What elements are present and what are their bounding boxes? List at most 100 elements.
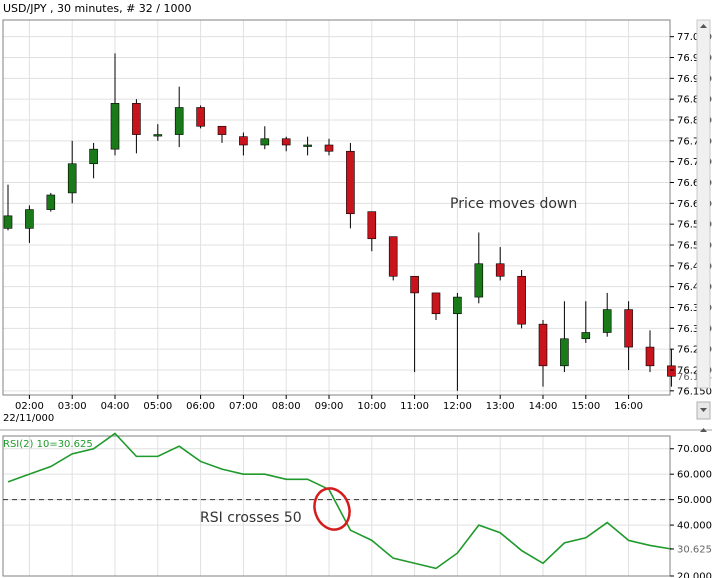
candle <box>174 86 184 148</box>
scroll-up-arrow-icon[interactable] <box>700 24 707 28</box>
candle-body <box>517 275 526 325</box>
chart-title: USD/JPY , 30 minutes, # 32 / 1000 <box>3 2 191 15</box>
time-tick-label: 14:00 <box>529 401 558 412</box>
price-tick-label: 76.550 <box>677 220 712 231</box>
rsi-scroll-arrow-icon[interactable] <box>700 428 707 432</box>
candle <box>303 136 312 156</box>
candle <box>560 301 569 373</box>
candle <box>474 232 484 304</box>
price-tick-label: 76.600 <box>677 199 712 210</box>
price-tick-label: 76.650 <box>677 178 712 189</box>
price-tick-label: 76.450 <box>677 261 712 272</box>
time-tick-label: 06:00 <box>186 401 215 412</box>
candle <box>25 205 34 243</box>
candle <box>89 142 98 179</box>
rsi-line <box>7 432 672 570</box>
scrollbar[interactable] <box>696 19 711 432</box>
candle-body <box>67 163 77 194</box>
candle-body <box>367 211 377 240</box>
candle-body <box>410 275 419 294</box>
time-tick-label: 12:00 <box>443 401 472 412</box>
rsi-tick-label: 50.000 <box>677 495 712 506</box>
candle-body <box>110 103 120 150</box>
candle <box>431 292 441 320</box>
candle-body <box>324 144 334 152</box>
time-tick-label: 04:00 <box>101 401 130 412</box>
price-tick-label: 76.900 <box>677 74 712 85</box>
candle-body <box>581 332 591 340</box>
date-label: 22/11/000 <box>3 413 54 424</box>
candle-body <box>453 296 462 315</box>
rsi-tick-label: 70.000 <box>677 444 712 455</box>
candle <box>239 132 248 156</box>
rsi-annotation: RSI crosses 50 <box>200 510 302 526</box>
candle <box>645 330 655 373</box>
candle <box>3 184 13 231</box>
candle <box>324 138 334 156</box>
rsi-y-axis: 70.000 60.000 50.000 40.000 30.625 20.000 <box>670 444 712 578</box>
candle <box>110 53 120 156</box>
candle <box>132 99 141 154</box>
candle <box>153 124 163 141</box>
candle-body <box>25 209 34 229</box>
time-tick-label: 05:00 <box>143 401 172 412</box>
time-tick-label: 16:00 <box>614 401 643 412</box>
candle-body <box>303 144 312 147</box>
rsi-title: RSI(2) 10=30.625 <box>3 439 93 450</box>
candle <box>346 142 355 229</box>
crossover-circle-marker <box>313 487 351 531</box>
scroll-down-arrow-icon <box>700 408 707 412</box>
candle-body <box>624 309 633 348</box>
time-tick-label: 07:00 <box>229 401 258 412</box>
candle-body <box>3 215 13 229</box>
time-tick-label: 11:00 <box>400 401 429 412</box>
candle-body <box>46 194 56 210</box>
candle <box>67 140 77 204</box>
price-tick-label: 76.500 <box>677 241 712 252</box>
candle-body <box>132 103 141 135</box>
price-tick-label: 76.400 <box>677 282 712 293</box>
candle <box>517 270 526 329</box>
candle-body <box>153 134 163 137</box>
price-tick-label: 76.350 <box>677 303 712 314</box>
candle <box>367 211 377 252</box>
time-tick-label: 08:00 <box>272 401 301 412</box>
candle-body <box>602 309 612 333</box>
price-tick-label: 76.750 <box>677 136 712 147</box>
candle <box>388 236 398 281</box>
price-tick-label: 76.200 <box>677 366 712 377</box>
price-panel-frame <box>2 19 671 396</box>
candle-body <box>474 263 484 298</box>
candlestick-series <box>3 53 676 391</box>
candle-body <box>495 263 505 277</box>
candle-body <box>89 148 98 165</box>
price-tick-label: 76.950 <box>677 53 712 64</box>
candle-body <box>196 107 205 127</box>
rsi-tick-label: 60.000 <box>677 470 712 481</box>
candle <box>538 320 548 387</box>
candle-body <box>388 236 398 277</box>
candle <box>410 275 419 373</box>
candle-body <box>346 150 355 215</box>
price-tick-label: 76.850 <box>677 95 712 106</box>
candle-body <box>260 138 270 146</box>
time-tick-label: 15:00 <box>571 401 600 412</box>
candle <box>453 292 462 391</box>
candle <box>217 125 227 143</box>
candle-body <box>239 136 248 146</box>
candle <box>196 105 205 129</box>
time-x-axis: 02:00 03:00 04:00 05:00 06:00 07:00 08:00 09:00… <box>15 395 643 412</box>
candle-body <box>431 292 441 315</box>
time-tick-label: 09:00 <box>315 401 344 412</box>
candle-body <box>217 125 227 135</box>
rsi-tick-label: 40.000 <box>677 521 712 532</box>
price-tick-label: 76.250 <box>677 345 712 356</box>
price-annotation: Price moves down <box>450 196 577 212</box>
rsi-tick-label: 20.000 <box>677 572 712 578</box>
candle <box>581 301 591 343</box>
time-tick-label: 03:00 <box>58 401 87 412</box>
candle-body <box>281 138 291 146</box>
candle-body <box>645 346 655 367</box>
rsi-grid <box>3 436 670 577</box>
candle-body <box>538 323 548 367</box>
